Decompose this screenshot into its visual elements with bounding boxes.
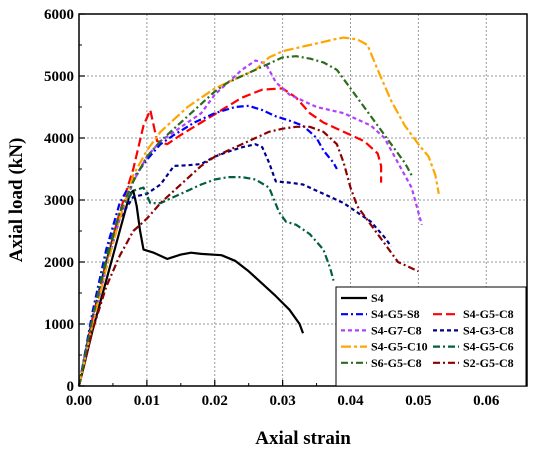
series-line-s4-g5-c6: [77, 176, 335, 387]
y-tick-label: 2000: [44, 255, 74, 271]
y-tick-label: 4000: [44, 131, 74, 147]
legend-label: S4-G7-C8: [371, 323, 422, 337]
series-line-s4-g5-c8: [77, 87, 383, 387]
x-tick-label: 0.04: [337, 393, 364, 409]
legend-box: [335, 286, 527, 387]
y-tick-label: 6000: [44, 7, 74, 23]
series-line-s4-g7-c8: [77, 59, 423, 387]
series-layer: [77, 36, 440, 387]
y-axis-title: Axial load (kN): [6, 138, 27, 263]
legend-label: S4-G5-C8: [463, 307, 514, 321]
x-tick-label: 0.06: [473, 393, 500, 409]
ticks: 0.00 0.01 0.02 0.03 0.04 0.05 0.06 0 1000 2000 300…: [44, 7, 521, 409]
legend-label: S6-G5-C8: [371, 356, 422, 370]
y-tick-label: 5000: [44, 69, 74, 85]
legend-label: S4-G5-C6: [463, 340, 514, 354]
legend-label: S4: [371, 291, 384, 305]
y-tick-label: 3000: [44, 193, 74, 209]
legend: S4 S4-G5-C8 S4-G5-S8 S4-G3-C8 S4-G7-C8 S4-G5-…: [335, 286, 527, 387]
x-tick-label: 0.01: [134, 393, 160, 409]
legend-label: S4-G3-C8: [463, 323, 514, 337]
y-tick-label: 1000: [44, 317, 74, 333]
series-line-s4-g3-c8: [77, 143, 393, 387]
x-tick-label: 0.03: [270, 393, 296, 409]
series-line-s4: [77, 189, 305, 387]
series-line-s6-g5-c8: [77, 55, 413, 387]
legend-label: S2-G5-C8: [463, 356, 514, 370]
y-tick-label: 0: [67, 379, 75, 395]
series-line-s4-g5-c10: [77, 36, 440, 387]
grid: [79, 14, 527, 386]
legend-label: S4-G5-C10: [371, 340, 428, 354]
x-tick-label: 0.05: [405, 393, 431, 409]
legend-label: S4-G5-S8: [371, 307, 420, 321]
x-tick-label: 0.02: [202, 393, 228, 409]
series-line-s4-g5-s8: [77, 104, 338, 387]
x-tick-label: 0.00: [66, 393, 92, 409]
x-axis-title: Axial strain: [255, 428, 351, 449]
series-line-s2-g5-c8: [77, 125, 419, 387]
